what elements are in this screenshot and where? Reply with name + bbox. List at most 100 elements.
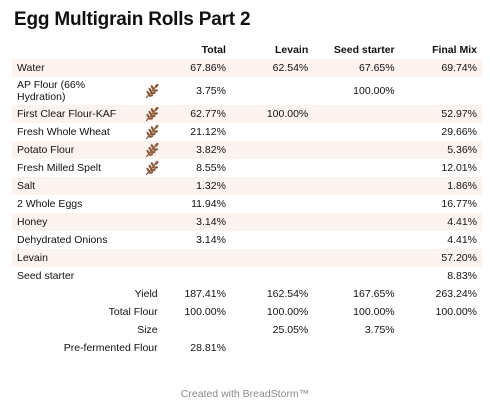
wheat-icon bbox=[140, 105, 163, 123]
icon-cell bbox=[141, 231, 163, 249]
final-mix-percent bbox=[400, 77, 482, 105]
levain-percent bbox=[230, 177, 314, 195]
ingredient-name: Fresh Milled Spelt bbox=[17, 162, 102, 174]
wheat-icon bbox=[140, 141, 163, 159]
summary-label: Total Flour bbox=[108, 306, 158, 318]
header-icon bbox=[141, 40, 163, 59]
final-mix-percent: 29.66% bbox=[441, 126, 477, 138]
footer-credit: Created with BreadStorm™ bbox=[180, 388, 310, 400]
ingredient-name: Seed starter bbox=[17, 270, 75, 282]
final-mix-percent: 4.41% bbox=[447, 234, 477, 246]
table-row: Levain 57.20% bbox=[12, 249, 482, 267]
summary-label: Size bbox=[137, 324, 158, 336]
ingredient-name: Levain bbox=[12, 249, 141, 267]
header-final-mix: Final Mix bbox=[432, 43, 477, 56]
page-title: Egg Multigrain Rolls Part 2 bbox=[14, 9, 251, 30]
ingredient-name: Dehydrated Onions bbox=[17, 234, 108, 246]
final-mix-percent: 5.36% bbox=[399, 141, 482, 159]
summary-final-mix bbox=[400, 321, 482, 339]
seed-starter-percent bbox=[313, 159, 399, 177]
icon-cell bbox=[141, 267, 163, 285]
total-percent: 8.55% bbox=[196, 162, 226, 174]
levain-percent bbox=[231, 77, 313, 105]
table-row: AP Flour (66% Hydration) 3.75% 100.00% bbox=[12, 77, 482, 105]
table-row: Fresh Whole Wheat 21.12% 29.66% bbox=[12, 123, 482, 141]
icon-cell bbox=[140, 177, 163, 195]
total-percent: 3.14% bbox=[162, 213, 231, 231]
ingredient-name: 2 Whole Eggs bbox=[17, 198, 83, 210]
table-row: Water 67.86% 62.54% 67.65% 69.74% bbox=[12, 59, 482, 77]
total-percent: 3.75% bbox=[196, 85, 226, 97]
table-row: Honey 3.14% 4.41% bbox=[12, 213, 482, 231]
final-mix-percent: 12.01% bbox=[441, 162, 477, 174]
levain-percent bbox=[231, 159, 313, 177]
levain-percent bbox=[231, 231, 313, 249]
header-seed-starter: Seed starter bbox=[333, 43, 395, 56]
final-mix-percent: 1.86% bbox=[399, 177, 482, 195]
seed-starter-percent bbox=[313, 177, 400, 195]
table-row: Fresh Milled Spelt 8.55% 12.01% bbox=[12, 159, 482, 177]
final-mix-percent: 8.83% bbox=[447, 270, 477, 282]
icon-cell bbox=[140, 249, 163, 267]
total-percent bbox=[163, 267, 231, 285]
seed-starter-percent bbox=[313, 231, 399, 249]
seed-starter-percent bbox=[313, 123, 399, 141]
total-percent: 1.32% bbox=[162, 177, 231, 195]
ingredient-name: AP Flour (66% Hydration) bbox=[17, 79, 86, 103]
ingredient-name: Salt bbox=[12, 177, 141, 195]
final-mix-percent: 57.20% bbox=[399, 249, 482, 267]
ingredient-name: First Clear Flour-KAF bbox=[12, 105, 141, 123]
seed-starter-percent: 67.65% bbox=[313, 59, 400, 77]
table-header-row: Total Levain Seed starter Final Mix bbox=[12, 40, 482, 59]
levain-percent bbox=[230, 249, 314, 267]
summary-levain: 100.00% bbox=[266, 306, 309, 318]
summary-levain: 162.54% bbox=[266, 288, 309, 300]
ingredient-name: Honey bbox=[12, 213, 141, 231]
summary-total: 100.00% bbox=[184, 306, 226, 318]
table-row: First Clear Flour-KAF 62.77% 100.00% 52.97% bbox=[12, 105, 482, 123]
table-row: 2 Whole Eggs 11.94% 16.77% bbox=[12, 195, 482, 213]
header-total: Total bbox=[201, 43, 226, 56]
wheat-icon bbox=[141, 123, 163, 141]
summary-seed-starter: 3.75% bbox=[364, 324, 395, 336]
header-ingredient bbox=[12, 40, 141, 59]
summary-levain: 25.05% bbox=[272, 324, 309, 336]
icon-cell bbox=[141, 195, 163, 213]
summary-row: Yield 187.41% 162.54% 167.65% 263.24% bbox=[12, 285, 482, 303]
summary-seed-starter bbox=[313, 339, 399, 357]
summary-label: Yield bbox=[134, 288, 158, 300]
total-percent: 67.86% bbox=[162, 59, 231, 77]
total-percent: 21.12% bbox=[190, 126, 226, 138]
total-percent: 3.82% bbox=[162, 141, 231, 159]
summary-seed-starter: 167.65% bbox=[353, 288, 395, 300]
levain-percent bbox=[230, 213, 314, 231]
wheat-icon bbox=[141, 77, 163, 105]
seed-starter-percent bbox=[313, 105, 400, 123]
summary-final-mix bbox=[400, 339, 482, 357]
ingredient-name: Potato Flour bbox=[12, 141, 141, 159]
summary-total: 187.41% bbox=[184, 288, 226, 300]
table-row: Salt 1.32% 1.86% bbox=[12, 177, 482, 195]
summary-row: Total Flour 100.00% 100.00% 100.00% 100.00% bbox=[12, 303, 482, 321]
seed-starter-percent bbox=[313, 213, 400, 231]
header-levain: Levain bbox=[275, 43, 309, 56]
summary-final-mix: 263.24% bbox=[435, 288, 477, 300]
levain-percent: 62.54% bbox=[230, 59, 314, 77]
levain-percent bbox=[231, 123, 313, 141]
summary-rows: Yield 187.41% 162.54% 167.65% 263.24% Total F… bbox=[12, 285, 482, 357]
seed-starter-percent bbox=[313, 141, 400, 159]
final-mix-percent: 69.74% bbox=[399, 59, 482, 77]
total-percent: 3.14% bbox=[196, 234, 226, 246]
seed-starter-percent bbox=[313, 249, 400, 267]
table-row: Potato Flour 3.82% 5.36% bbox=[12, 141, 482, 159]
formula-table: Total Levain Seed starter Final Mix Wate… bbox=[12, 40, 482, 357]
seed-starter-percent: 100.00% bbox=[353, 85, 395, 97]
table-row: Seed starter 8.83% bbox=[12, 267, 482, 285]
ingredient-name: Water bbox=[12, 59, 141, 77]
total-percent: 11.94% bbox=[191, 198, 226, 210]
total-percent bbox=[162, 249, 231, 267]
ingredient-name: Fresh Whole Wheat bbox=[17, 126, 110, 138]
icon-cell bbox=[140, 213, 163, 231]
summary-row: Size 25.05% 3.75% bbox=[12, 321, 482, 339]
table-row: Dehydrated Onions 3.14% 4.41% bbox=[12, 231, 482, 249]
